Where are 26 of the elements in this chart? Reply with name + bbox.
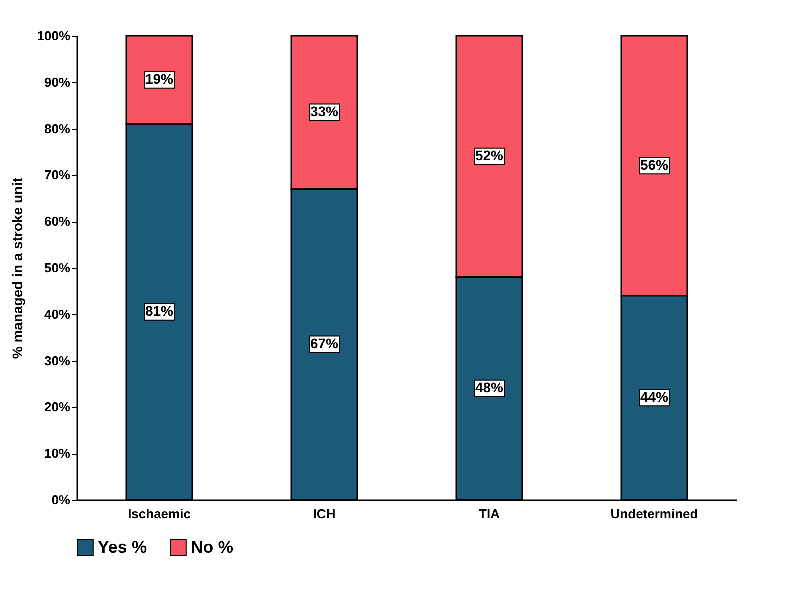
data-label: 67% bbox=[310, 336, 340, 352]
x-tick-label: ICH bbox=[313, 506, 336, 522]
y-tick-label: 100% bbox=[37, 28, 71, 44]
x-tick-label: Ischaemic bbox=[128, 506, 191, 522]
y-tick-label: 0% bbox=[52, 492, 71, 508]
y-tick-label: 50% bbox=[44, 260, 71, 276]
x-tick-label: Undetermined bbox=[610, 506, 698, 522]
data-label: 19% bbox=[145, 71, 174, 88]
data-label: 44% bbox=[640, 388, 670, 405]
data-label: 52% bbox=[475, 148, 504, 164]
data-label: 48% bbox=[475, 380, 504, 396]
y-tick-label: 10% bbox=[44, 446, 71, 462]
data-label: 33% bbox=[310, 104, 340, 120]
y-axis-title: % managed in a stroke unit bbox=[9, 178, 26, 360]
y-tick-label: 90% bbox=[44, 74, 71, 90]
y-tick-label: 30% bbox=[44, 353, 71, 368]
legend-label: No % bbox=[191, 538, 234, 557]
y-tick-label: 20% bbox=[44, 400, 71, 415]
y-tick-label: 60% bbox=[44, 214, 71, 230]
x-tick-label: TIA bbox=[479, 506, 501, 522]
data-label: 81% bbox=[145, 303, 174, 320]
data-label: 56% bbox=[640, 156, 670, 173]
y-tick-label: 80% bbox=[44, 121, 71, 136]
legend-label: Yes % bbox=[98, 538, 148, 557]
y-tick-label: 70% bbox=[44, 168, 71, 183]
y-tick-label: 40% bbox=[44, 306, 71, 322]
